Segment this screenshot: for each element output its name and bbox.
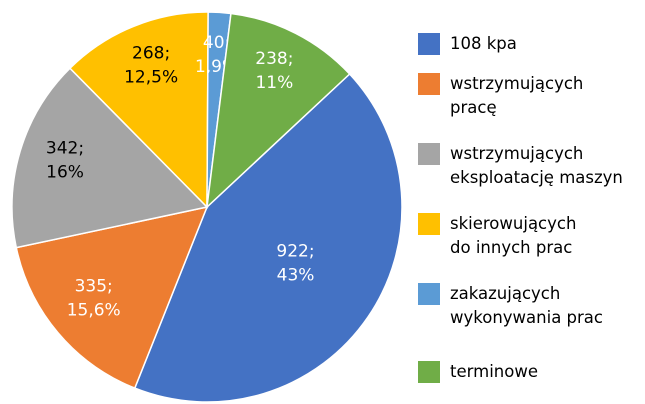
data-label-percent: 15,6% (67, 301, 121, 321)
pie-slice (206, 12, 351, 209)
legend-item: zakazujących wykonywania prac (418, 282, 603, 330)
pie-slice (15, 205, 209, 390)
data-label-percent: 11% (255, 73, 293, 93)
data-label-percent: 12,5% (124, 68, 178, 88)
data-label-value: 268; (132, 44, 170, 64)
legend-swatch (418, 143, 440, 165)
data-label-value: 335; (75, 277, 113, 297)
legend-item: 108 kpa (418, 32, 517, 56)
pie-slice (11, 67, 209, 249)
legend-label: skierowujących do innych prac (450, 214, 577, 257)
data-label-value: 922; (276, 242, 314, 262)
data-label: 342; 16% (46, 139, 84, 183)
data-label: 238; 11% (255, 49, 293, 93)
legend-swatch (418, 213, 440, 235)
data-label-percent: 43% (277, 266, 315, 286)
pie-area: 922; 43%335; 15,6%342; 16%268; 12,5%40; 1,9% 2… (11, 11, 403, 403)
legend-label: wstrzymujących pracę (450, 74, 584, 117)
data-label: 335; 15,6% (67, 277, 121, 321)
pie-slice (133, 72, 403, 403)
legend-label: 108 kpa (450, 34, 517, 53)
legend-swatch (418, 73, 440, 95)
legend-swatch (418, 361, 440, 383)
data-label: 922; 43% (276, 242, 314, 286)
legend-swatch (418, 33, 440, 55)
pie-slice (68, 11, 209, 209)
legend-label: wstrzymujących eksploatację maszyn (450, 144, 623, 187)
legend-item: wstrzymujących pracę (418, 72, 583, 120)
legend-item: terminowe (418, 360, 538, 384)
data-label-value: 238; (255, 49, 293, 69)
data-label-value: 342; (46, 139, 84, 159)
data-label: 268; 12,5% (124, 44, 178, 88)
legend-label: terminowe (450, 362, 538, 381)
data-label-value: 40; (203, 33, 230, 53)
data-label-percent: 16% (46, 163, 84, 183)
legend-item: wstrzymujących eksploatację maszyn (418, 142, 623, 190)
legend-label: zakazujących wykonywania prac (450, 284, 603, 327)
legend-item: skierowujących do innych prac (418, 212, 576, 260)
legend-swatch (418, 283, 440, 305)
